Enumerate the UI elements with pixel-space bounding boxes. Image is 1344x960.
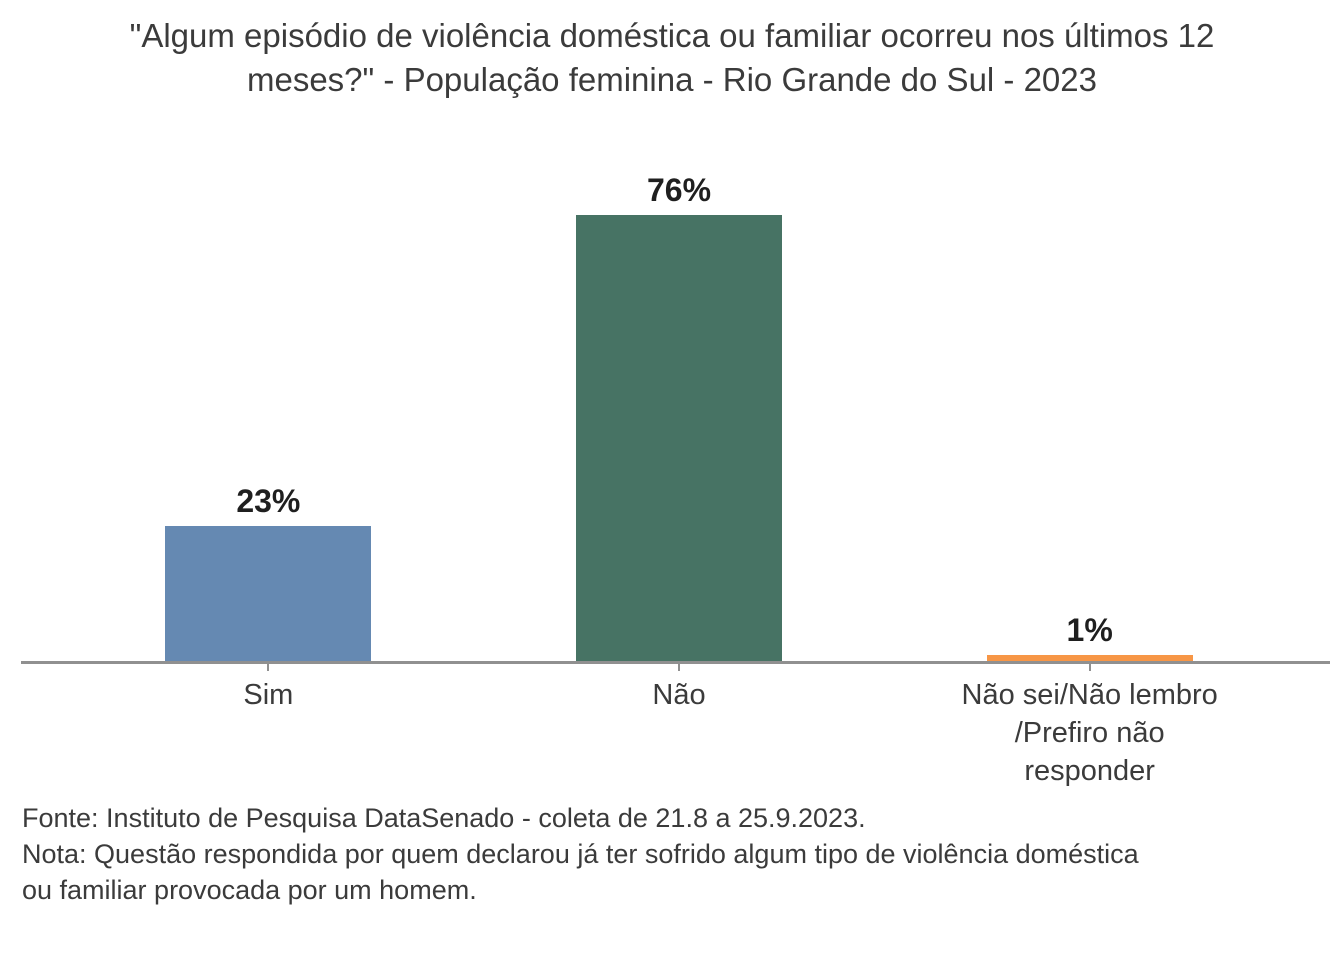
bar-1	[165, 526, 372, 661]
methodology-note: Nota: Questão respondida por quem declar…	[22, 839, 1139, 905]
x-category-label: Sim	[243, 679, 294, 711]
bar-value-label: 76%	[646, 172, 712, 208]
bar-3	[986, 655, 1193, 661]
axis-tick	[267, 664, 270, 671]
bar-value-label: 1%	[1066, 612, 1113, 648]
bars-row: 23% 76% 1%	[63, 172, 1295, 661]
footer: Fonte: Instituto de Pesquisa DataSenado …	[22, 800, 1152, 908]
plot-area: 23% 76% 1%	[21, 132, 1330, 664]
axis-tick	[678, 664, 680, 671]
x-label-cell: Não	[474, 664, 885, 790]
bar-group-3: 1%	[884, 172, 1295, 661]
x-label-cell: Não sei/Não lembro /Prefiro não responde…	[884, 664, 1295, 790]
bar-2	[576, 215, 782, 661]
chart-title: "Algum episódio de violência doméstica o…	[129, 17, 1215, 98]
x-category-label: Não	[652, 679, 706, 711]
x-label-cell: Sim	[63, 664, 474, 790]
x-labels-row: Sim Não Não sei/Não lembro /Prefiro não re…	[63, 664, 1295, 790]
source-note: Fonte: Instituto de Pesquisa DataSenado …	[22, 803, 866, 833]
bar-group-1: 23%	[63, 172, 474, 661]
x-axis-line	[21, 661, 1330, 664]
bar-value-label: 23%	[236, 483, 301, 519]
axis-tick	[1088, 664, 1091, 671]
x-category-label: Não sei/Não lembro /Prefiro não responde…	[961, 679, 1218, 787]
bar-group-2: 76%	[474, 172, 885, 661]
